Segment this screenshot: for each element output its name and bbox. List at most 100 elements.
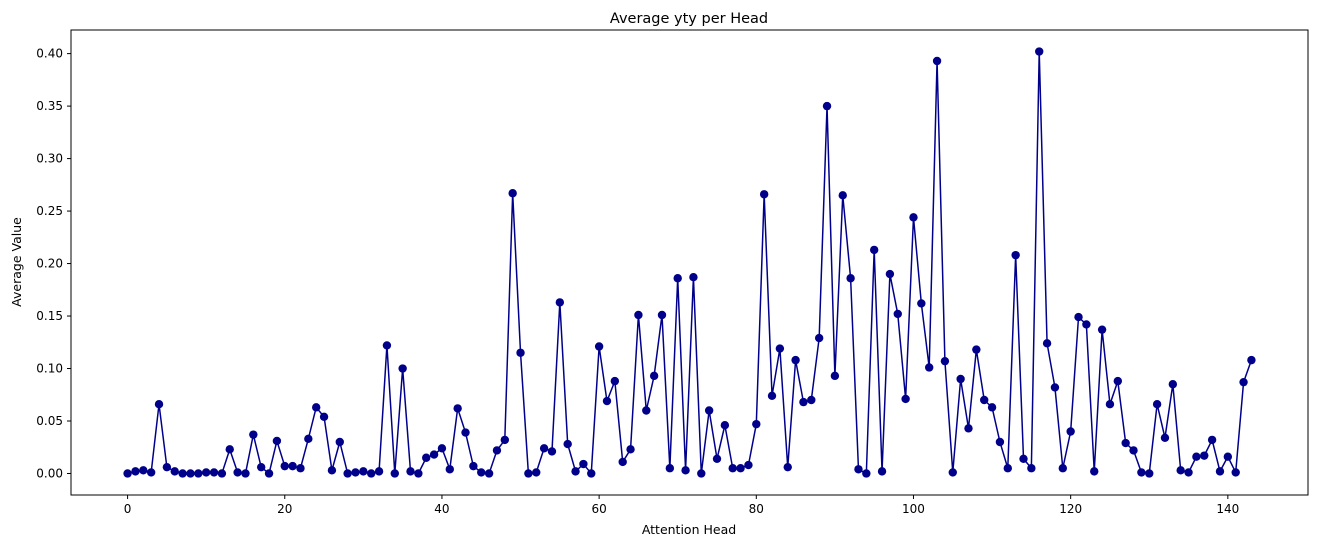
data-point xyxy=(508,189,517,198)
x-tick-label: 80 xyxy=(749,502,764,516)
x-axis-label: Attention Head xyxy=(642,522,736,537)
data-point xyxy=(272,436,282,446)
data-point xyxy=(319,412,329,421)
data-point xyxy=(178,469,187,478)
data-point xyxy=(587,469,596,478)
data-point xyxy=(775,344,785,353)
data-point xyxy=(1019,454,1028,463)
data-point xyxy=(1003,464,1012,473)
data-point xyxy=(304,434,313,444)
data-point xyxy=(1215,467,1225,476)
data-point xyxy=(909,213,918,222)
data-point xyxy=(233,468,242,477)
y-axis: 0.00 0.05 0.10 0.15 0.20 0.25 0.30 0.35 0.40 xyxy=(36,47,71,480)
data-point xyxy=(256,462,266,472)
data-point xyxy=(249,430,258,439)
data-point xyxy=(799,397,808,407)
data-point xyxy=(925,363,934,372)
data-point xyxy=(170,467,179,476)
data-point xyxy=(956,374,965,384)
data-point xyxy=(744,460,753,470)
plot-area: 0 20 40 60 80 100 120 140 0.000.050.100.150.200… xyxy=(36,29,1309,516)
data-point xyxy=(241,469,250,478)
data-point xyxy=(477,468,486,477)
data-point xyxy=(791,355,800,365)
data-point xyxy=(516,348,525,357)
data-point xyxy=(1082,320,1091,329)
data-point xyxy=(374,467,384,476)
x-tick-label: 120 xyxy=(1059,502,1082,516)
x-tick-label: 20 xyxy=(277,502,292,516)
data-point xyxy=(657,310,667,320)
x-tick-label: 100 xyxy=(902,502,925,516)
data-point xyxy=(359,467,368,476)
data-point xyxy=(217,469,227,478)
data-point xyxy=(838,191,847,200)
data-point xyxy=(972,345,981,354)
data-point xyxy=(539,444,549,453)
data-point xyxy=(453,404,462,413)
data-point xyxy=(579,459,588,469)
data-point xyxy=(720,421,730,430)
data-point xyxy=(343,469,352,478)
data-point xyxy=(571,467,580,476)
data-point xyxy=(296,464,305,473)
y-tick-label: 0.15 xyxy=(36,309,63,323)
data-point xyxy=(484,469,494,478)
data-point xyxy=(524,469,533,478)
data-point xyxy=(1121,438,1130,448)
data-point xyxy=(980,395,989,405)
data-point xyxy=(846,274,855,283)
data-point xyxy=(154,400,164,409)
data-point xyxy=(712,454,722,463)
data-point xyxy=(288,461,297,471)
data-point xyxy=(382,341,392,350)
data-point xyxy=(139,466,148,475)
data-point xyxy=(917,299,926,308)
data-point xyxy=(280,461,289,471)
data-point xyxy=(649,371,659,381)
y-axis-label: Average Value xyxy=(9,217,24,307)
data-point xyxy=(422,453,431,462)
data-point xyxy=(1192,452,1201,461)
data-point xyxy=(1160,433,1170,442)
data-point xyxy=(830,371,840,381)
data-point xyxy=(186,469,195,478)
data-point xyxy=(461,428,470,437)
data-point xyxy=(1152,400,1162,409)
data-point xyxy=(123,469,132,478)
data-point xyxy=(728,464,737,473)
data-point xyxy=(1042,339,1052,348)
data-point xyxy=(1074,312,1083,322)
data-point xyxy=(948,468,957,477)
data-point xyxy=(814,333,824,343)
data-point xyxy=(704,406,714,415)
y-tick-label: 0.05 xyxy=(36,414,63,428)
series-line xyxy=(127,51,1253,476)
data-point xyxy=(1184,468,1193,477)
x-tick-label: 140 xyxy=(1216,502,1239,516)
data-point xyxy=(1105,400,1115,409)
data-point xyxy=(469,461,478,471)
data-point xyxy=(626,445,635,454)
data-point xyxy=(414,469,423,478)
data-point xyxy=(1137,468,1146,477)
data-point xyxy=(437,444,447,453)
data-point xyxy=(1145,469,1154,478)
data-point xyxy=(689,273,698,282)
data-point xyxy=(335,437,344,447)
data-point xyxy=(1035,47,1044,56)
data-point xyxy=(162,462,172,472)
data-point xyxy=(1168,380,1178,389)
data-point xyxy=(862,469,871,478)
data-point xyxy=(940,356,950,366)
data-point xyxy=(429,450,439,459)
data-point xyxy=(1113,376,1123,386)
data-point xyxy=(1231,468,1240,477)
x-tick-label: 0 xyxy=(124,502,132,516)
data-point xyxy=(964,424,973,433)
data-point xyxy=(1176,466,1185,475)
data-point xyxy=(312,403,321,412)
data-point xyxy=(854,465,863,474)
